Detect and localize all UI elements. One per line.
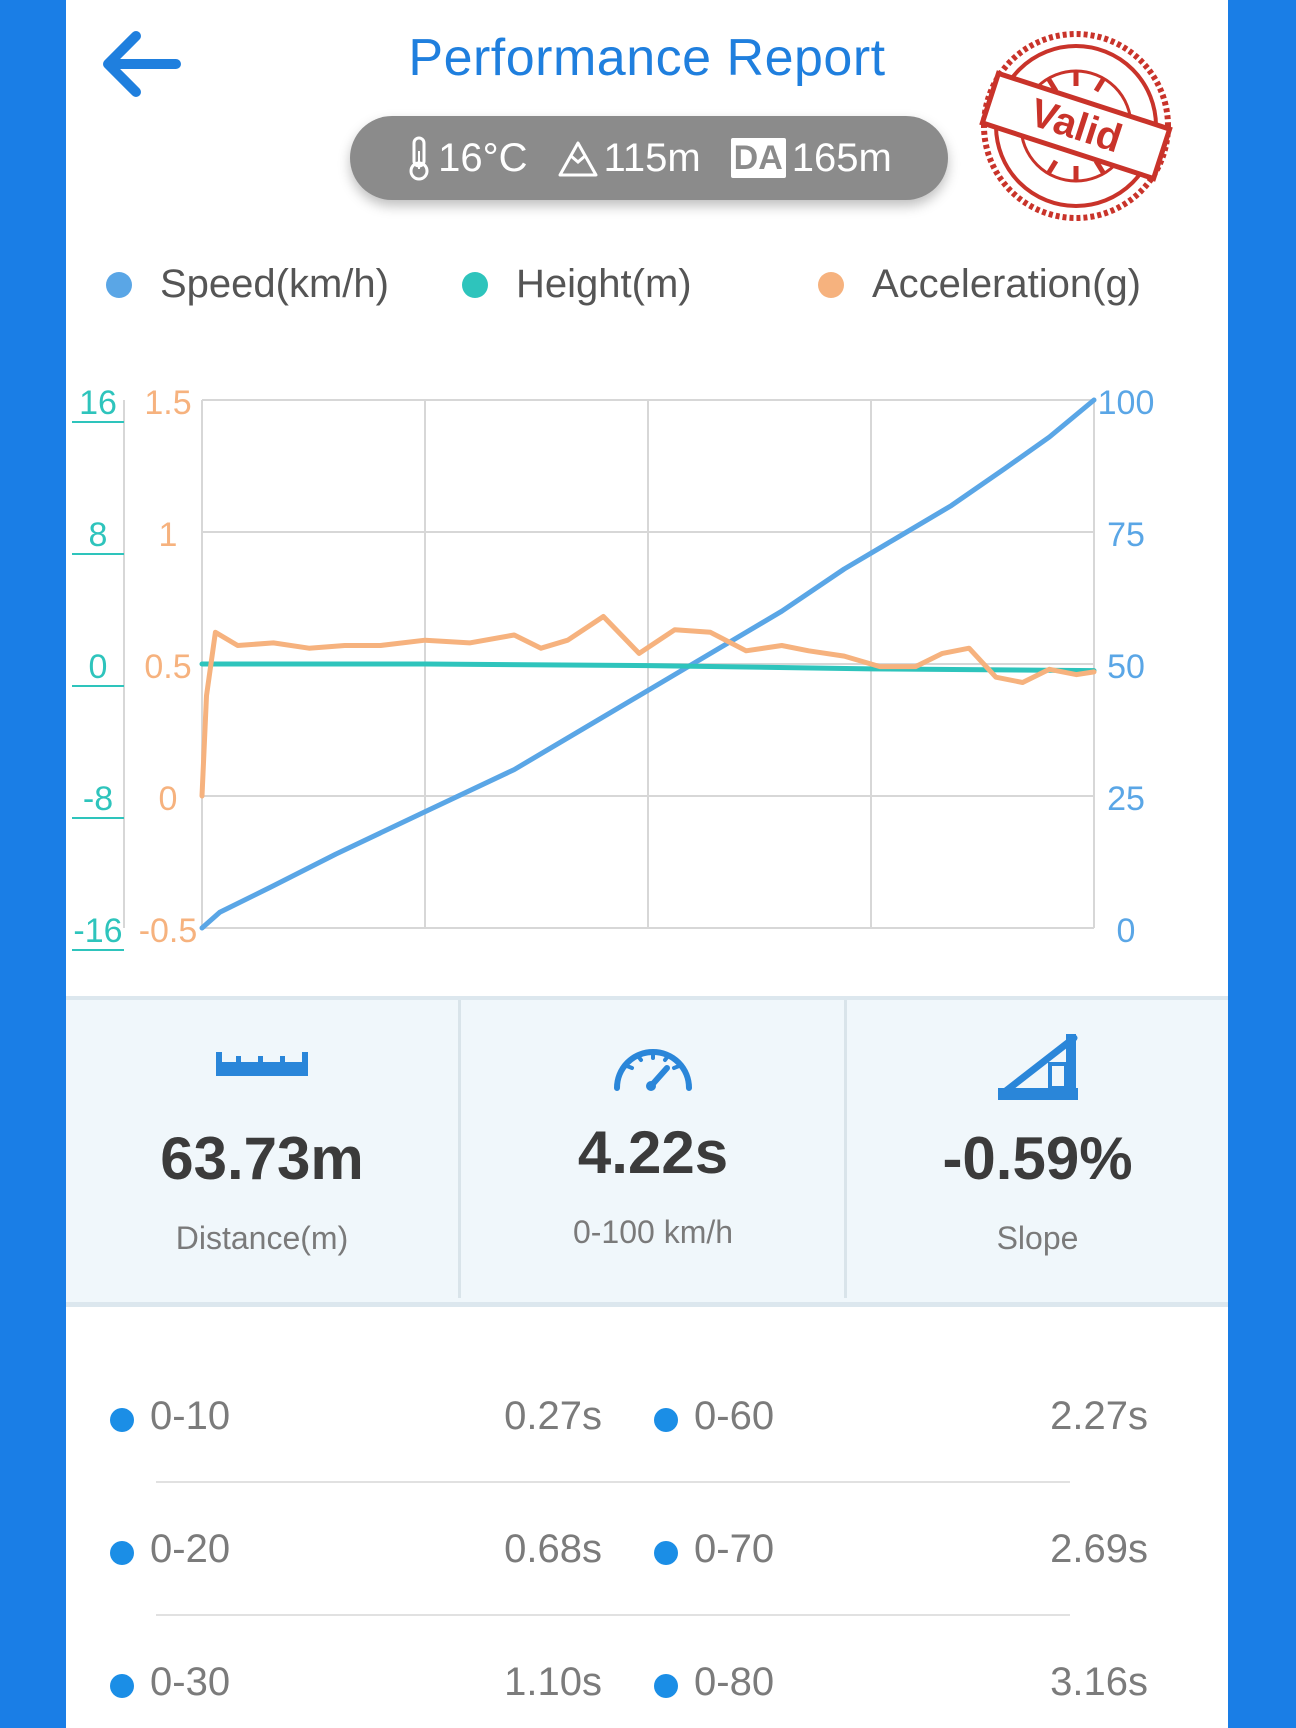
- altitude-value: 115m: [603, 135, 701, 180]
- speed-tick-label: 50: [1107, 648, 1145, 686]
- slope-icon: [997, 1034, 1078, 1100]
- split-dot: [110, 1408, 134, 1432]
- acceleration-tick-label: 0.5: [144, 648, 191, 686]
- acceleration-tick-label: 1: [159, 516, 178, 554]
- height-tick-label: -8: [83, 780, 113, 818]
- split-row: 0-20 0.68s 0-70 2.69s: [66, 1523, 1228, 1583]
- back-button[interactable]: [96, 24, 186, 104]
- ruler-icon: [216, 1052, 308, 1076]
- acceleration-tick-label: -0.5: [139, 912, 198, 950]
- split-dot: [654, 1541, 678, 1565]
- header: Performance Report 16°C 115m DA 165m: [66, 0, 1228, 230]
- height-tick-label: 8: [89, 516, 108, 554]
- mountain-icon: [558, 141, 598, 177]
- split-dot: [110, 1541, 134, 1565]
- height-tick-label: 16: [79, 384, 117, 422]
- split-row: 0-10 0.27s 0-60 2.27s: [66, 1390, 1228, 1450]
- legend-item-acceleration[interactable]: Acceleration(g): [818, 262, 1141, 307]
- split-value: 3.16s: [1050, 1660, 1148, 1704]
- legend-item-height[interactable]: Height(m): [462, 262, 692, 307]
- height-tick-label: -16: [73, 912, 122, 950]
- stat-distance: 63.73m Distance(m): [66, 1000, 458, 1302]
- legend-label: Speed(km/h): [160, 262, 389, 306]
- app-screen: Performance Report 16°C 115m DA 165m: [66, 0, 1228, 1728]
- zero-to-hundred-value: 4.22s: [577, 1119, 729, 1186]
- split-label: 0-20: [150, 1527, 231, 1571]
- split-dot: [654, 1674, 678, 1698]
- speed-tick-label: 100: [1098, 384, 1155, 422]
- split-value: 0.27s: [504, 1394, 602, 1438]
- slope-value: -0.59%: [942, 1125, 1133, 1192]
- series-line-acceleration: [199, 614, 1097, 799]
- conditions-pill: 16°C 115m DA 165m: [350, 116, 948, 200]
- stats-panel: 63.73m Distance(m) 4.22s 0-100 km/h: [66, 996, 1228, 1307]
- split-value: 0.68s: [504, 1527, 602, 1571]
- valid-stamp: Valid: [979, 31, 1173, 221]
- split-value: 2.69s: [1050, 1527, 1148, 1571]
- slope-label: Slope: [996, 1220, 1079, 1256]
- stat-zero-to-hundred: 4.22s 0-100 km/h: [461, 1000, 845, 1302]
- speed-tick-label: 0: [1117, 912, 1136, 950]
- altitude-reading: 115m: [558, 136, 701, 181]
- density-altitude-value: 165m: [791, 135, 892, 180]
- acceleration-tick-label: 1.5: [144, 384, 191, 422]
- split-label: 0-80: [694, 1660, 775, 1704]
- split-label: 0-10: [150, 1394, 231, 1438]
- speedometer-icon: [614, 1049, 692, 1091]
- split-value: 2.27s: [1050, 1394, 1148, 1438]
- legend-dot-acceleration: [818, 271, 844, 298]
- distance-value: 63.73m: [160, 1125, 364, 1192]
- density-altitude-badge: DA: [730, 138, 786, 178]
- stat-slope: -0.59% Slope: [847, 1000, 1228, 1302]
- height-tick-label: 0: [89, 648, 108, 686]
- page-title: Performance Report: [408, 29, 886, 87]
- stat-divider: [844, 1000, 847, 1298]
- split-dot: [654, 1408, 678, 1432]
- acceleration-tick-label: 0: [159, 780, 178, 818]
- legend-item-speed[interactable]: Speed(km/h): [106, 262, 389, 307]
- temperature-reading: 16°C: [406, 135, 528, 181]
- split-label: 0-30: [150, 1660, 231, 1704]
- split-value: 1.10s: [504, 1660, 602, 1704]
- performance-chart: 16 1.5 100 8 1 75 0 0.5 50 -8 0 25 -16 -0.5 0: [72, 384, 1155, 951]
- distance-label: Distance(m): [175, 1220, 349, 1256]
- legend-label: Acceleration(g): [872, 262, 1142, 306]
- temperature-value: 16°C: [438, 135, 528, 180]
- speed-tick-label: 25: [1107, 780, 1145, 818]
- series-line-height: [199, 661, 1097, 674]
- split-divider: [156, 1614, 1070, 1616]
- split-divider: [156, 1481, 1070, 1483]
- thermometer-icon: [409, 136, 429, 181]
- split-times: 0-10 0.27s 0-60 2.27s 0-20 0.68s 0-70 2.…: [66, 1300, 1228, 1728]
- speed-tick-label: 75: [1107, 516, 1145, 554]
- split-row: 0-30 1.10s 0-80 3.16s: [66, 1656, 1228, 1716]
- legend-dot-speed: [106, 271, 132, 298]
- chart-legend: Speed(km/h) Height(m) Acceleration(g): [66, 262, 1228, 322]
- legend-label: Height(m): [516, 262, 692, 306]
- split-dot: [110, 1674, 134, 1698]
- stat-divider: [458, 1000, 461, 1298]
- split-label: 0-70: [694, 1527, 775, 1571]
- arrow-left-icon: [103, 31, 181, 97]
- split-label: 0-60: [694, 1394, 775, 1438]
- density-altitude-reading: DA 165m: [730, 135, 892, 181]
- legend-dot-height: [462, 271, 488, 298]
- zero-to-hundred-label: 0-100 km/h: [572, 1214, 734, 1250]
